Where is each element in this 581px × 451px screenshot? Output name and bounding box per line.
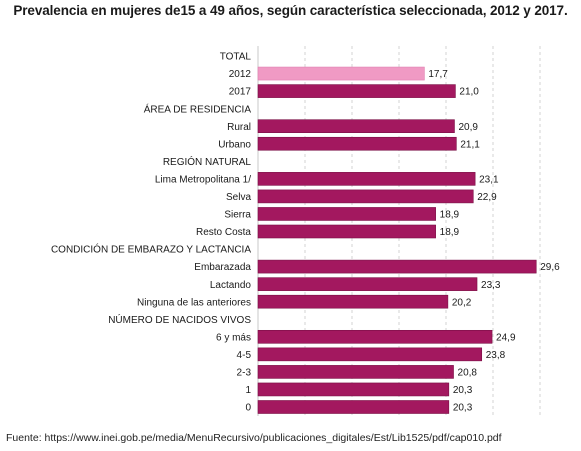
bar xyxy=(257,277,478,291)
category-labels: TOTAL 2012 2017 ÁREA DE RESIDENCIA Rural Urba… xyxy=(51,52,251,414)
category-label: Resto Costa xyxy=(196,227,251,238)
bar xyxy=(257,84,456,98)
value-label: 29,6 xyxy=(540,262,560,273)
category-label: 4-5 xyxy=(237,350,252,361)
value-label: 24,9 xyxy=(496,332,516,343)
source-note: Fuente: https://www.inei.gob.pe/media/Me… xyxy=(6,432,502,444)
bar xyxy=(257,66,425,81)
group-header-label: TOTAL xyxy=(220,52,252,63)
category-label: Lima Metropolitana 1/ xyxy=(155,174,251,185)
bar xyxy=(257,119,455,133)
category-label: Ninguna de las anteriores xyxy=(137,297,251,308)
value-label: 23,8 xyxy=(486,350,506,361)
category-label: Embarazada xyxy=(194,262,251,273)
value-label: 23,3 xyxy=(481,280,501,291)
category-label: 1 xyxy=(245,385,251,396)
value-label: 20,8 xyxy=(458,368,478,379)
bar xyxy=(257,172,476,186)
category-label: Rural xyxy=(227,122,251,133)
bar xyxy=(257,294,449,309)
bars xyxy=(257,66,537,414)
bar xyxy=(257,347,483,362)
category-label: 2017 xyxy=(229,87,252,98)
value-label: 21,0 xyxy=(459,87,479,98)
group-header-label: REGIÓN NATURAL xyxy=(163,155,252,168)
bar xyxy=(257,329,493,344)
value-label: 20,9 xyxy=(458,122,478,133)
group-header-label: NÚMERO DE NACIDOS VIVOS xyxy=(108,313,251,326)
category-label: Selva xyxy=(226,192,251,203)
value-label: 23,1 xyxy=(479,174,499,185)
bar xyxy=(257,189,474,204)
group-header-label: ÁREA DE RESIDENCIA xyxy=(144,102,252,115)
value-label: 18,9 xyxy=(440,227,460,238)
category-label: Lactando xyxy=(210,280,252,291)
value-label: 20,3 xyxy=(453,385,473,396)
value-label: 20,2 xyxy=(452,297,472,308)
bar-chart: TOTAL 2012 2017 ÁREA DE RESIDENCIA Rural Urba… xyxy=(51,46,560,416)
bar xyxy=(257,259,537,274)
category-label: 0 xyxy=(245,403,251,414)
value-label: 21,1 xyxy=(460,139,480,150)
value-label: 22,9 xyxy=(477,192,497,203)
category-label: Sierra xyxy=(224,210,251,221)
category-label: 2012 xyxy=(229,69,252,80)
bar xyxy=(257,136,457,151)
category-label: Urbano xyxy=(218,139,251,150)
value-label: 17,7 xyxy=(428,69,448,80)
chart-title: Prevalencia en mujeres de15 a 49 años, s… xyxy=(13,3,568,18)
group-header-label: CONDICIÓN DE EMBARAZO Y LACTANCIA xyxy=(51,243,251,256)
bar xyxy=(257,207,436,221)
value-labels: 17,7 21,0 20,9 21,1 23,1 22,9 18,9 18,9 29,6 23,3… xyxy=(428,69,560,413)
bar xyxy=(257,382,450,397)
value-label: 20,3 xyxy=(453,403,473,414)
bar xyxy=(257,400,450,414)
bar xyxy=(257,224,436,239)
bar xyxy=(257,365,454,379)
value-label: 18,9 xyxy=(440,210,460,221)
category-label: 6 y más xyxy=(216,332,251,343)
category-label: 2-3 xyxy=(237,368,252,379)
